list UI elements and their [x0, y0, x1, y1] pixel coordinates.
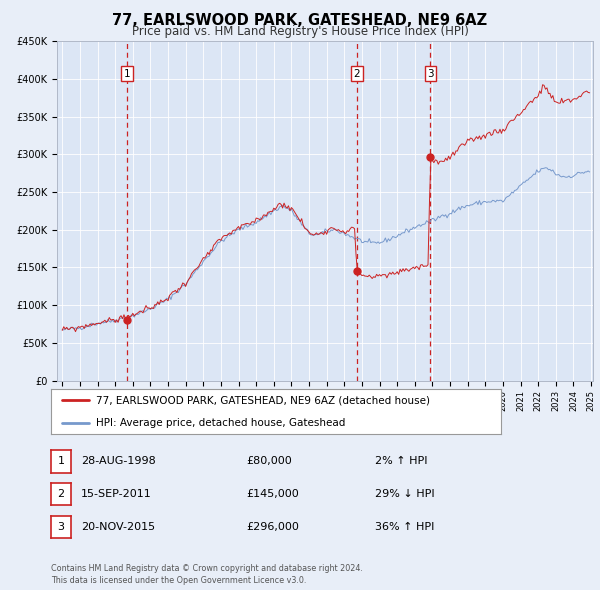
Text: Price paid vs. HM Land Registry's House Price Index (HPI): Price paid vs. HM Land Registry's House … — [131, 25, 469, 38]
Text: 77, EARLSWOOD PARK, GATESHEAD, NE9 6AZ: 77, EARLSWOOD PARK, GATESHEAD, NE9 6AZ — [112, 13, 488, 28]
Text: 36% ↑ HPI: 36% ↑ HPI — [375, 522, 434, 532]
Text: 3: 3 — [58, 522, 64, 532]
Text: 2: 2 — [58, 489, 64, 499]
Text: 1: 1 — [58, 457, 64, 466]
Text: 2% ↑ HPI: 2% ↑ HPI — [375, 457, 427, 466]
Text: 2: 2 — [353, 68, 360, 78]
Text: HPI: Average price, detached house, Gateshead: HPI: Average price, detached house, Gate… — [96, 418, 346, 428]
Text: 15-SEP-2011: 15-SEP-2011 — [81, 489, 152, 499]
Text: £296,000: £296,000 — [246, 522, 299, 532]
Text: 28-AUG-1998: 28-AUG-1998 — [81, 457, 156, 466]
Text: 1: 1 — [124, 68, 130, 78]
Text: 29% ↓ HPI: 29% ↓ HPI — [375, 489, 434, 499]
Text: 77, EARLSWOOD PARK, GATESHEAD, NE9 6AZ (detached house): 77, EARLSWOOD PARK, GATESHEAD, NE9 6AZ (… — [96, 395, 430, 405]
Text: 3: 3 — [427, 68, 434, 78]
Text: Contains HM Land Registry data © Crown copyright and database right 2024.
This d: Contains HM Land Registry data © Crown c… — [51, 565, 363, 585]
Text: £145,000: £145,000 — [246, 489, 299, 499]
Text: 20-NOV-2015: 20-NOV-2015 — [81, 522, 155, 532]
Text: £80,000: £80,000 — [246, 457, 292, 466]
